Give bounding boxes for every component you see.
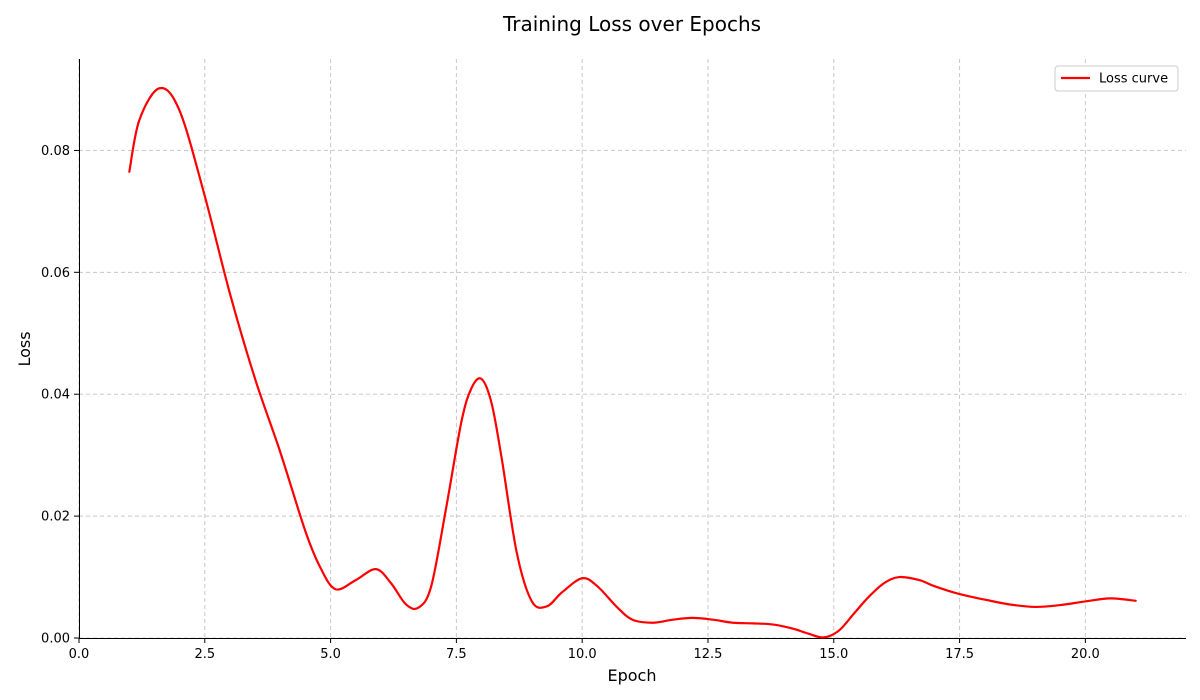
legend-box — [1054, 65, 1179, 92]
y-ticks: 0.00 0.02 0.04 0.06 0.08 — [41, 144, 79, 647]
x-tick-label: 0.0 — [69, 647, 90, 662]
x-tick-label: 7.5 — [446, 647, 467, 662]
y-tick-label: 0.00 — [41, 632, 70, 647]
series-line-loss-curve — [128, 86, 1137, 639]
y-tick-label: 0.02 — [41, 510, 70, 525]
y-tick-label: 0.06 — [41, 266, 70, 281]
y-axis-title: Loss — [15, 331, 34, 366]
legend-label-loss-curve: Loss curve — [1099, 72, 1168, 87]
x-tick-label: 12.5 — [694, 647, 723, 662]
x-tick-label: 20.0 — [1071, 647, 1100, 662]
x-tick-label: 5.0 — [320, 647, 341, 662]
x-axis-title: Epoch — [608, 666, 657, 685]
legend: Loss curve — [1054, 65, 1179, 92]
y-tick-label: 0.04 — [41, 388, 70, 403]
x-tick-label: 15.0 — [819, 647, 848, 662]
y-tick-label: 0.08 — [41, 144, 70, 159]
x-ticks: 0.0 2.5 5.0 7.5 10.0 12.5 15.0 17.5 20.0 — [69, 638, 1100, 662]
x-tick-label: 2.5 — [194, 647, 215, 662]
x-tick-label: 10.0 — [568, 647, 597, 662]
x-tick-label: 17.5 — [945, 647, 974, 662]
chart-title: Training Loss over Epochs — [502, 12, 761, 36]
